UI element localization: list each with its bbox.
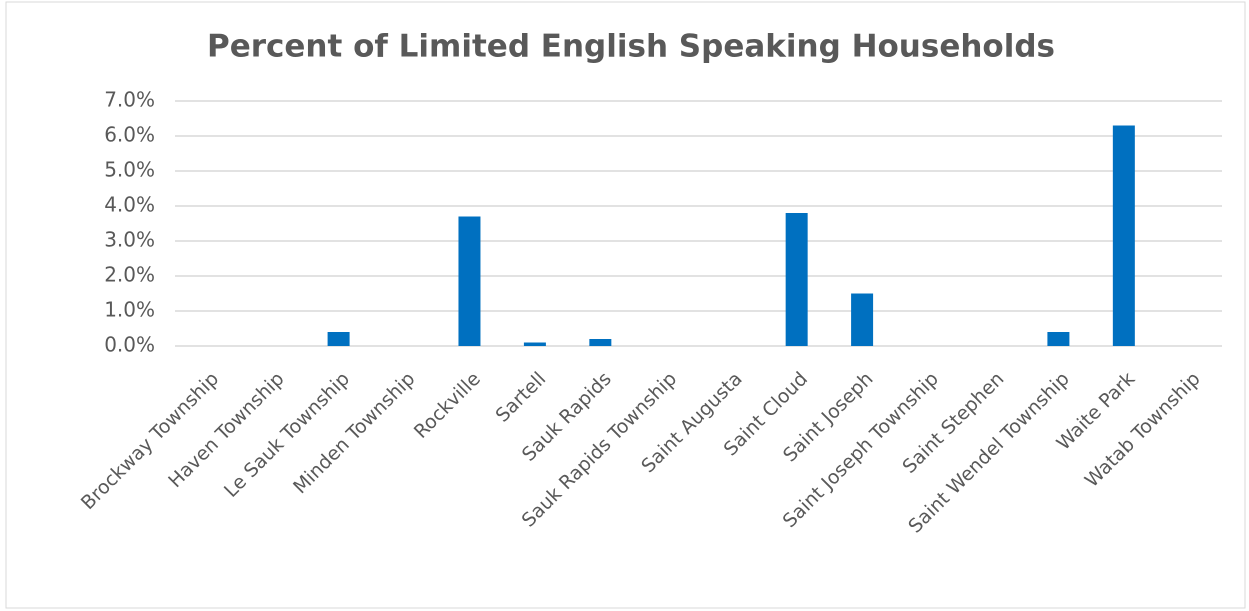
chart-title: Percent of Limited English Speaking Hous… <box>207 29 1055 65</box>
bar <box>589 339 612 346</box>
bar <box>523 342 546 346</box>
y-tick-label: 3.0% <box>104 228 155 252</box>
y-tick-label: 1.0% <box>104 298 155 322</box>
bar <box>327 332 350 346</box>
bar <box>1112 125 1135 346</box>
bar <box>1047 332 1070 346</box>
bar <box>851 293 874 346</box>
bar <box>785 213 808 346</box>
chart-border <box>5 1 1246 609</box>
y-tick-label: 0.0% <box>104 333 155 357</box>
y-tick-label: 5.0% <box>104 158 155 182</box>
y-tick-label: 6.0% <box>104 123 155 147</box>
y-tick-label: 7.0% <box>104 88 155 112</box>
bar <box>458 216 481 346</box>
y-tick-label: 2.0% <box>104 263 155 287</box>
y-tick-label: 4.0% <box>104 193 155 217</box>
